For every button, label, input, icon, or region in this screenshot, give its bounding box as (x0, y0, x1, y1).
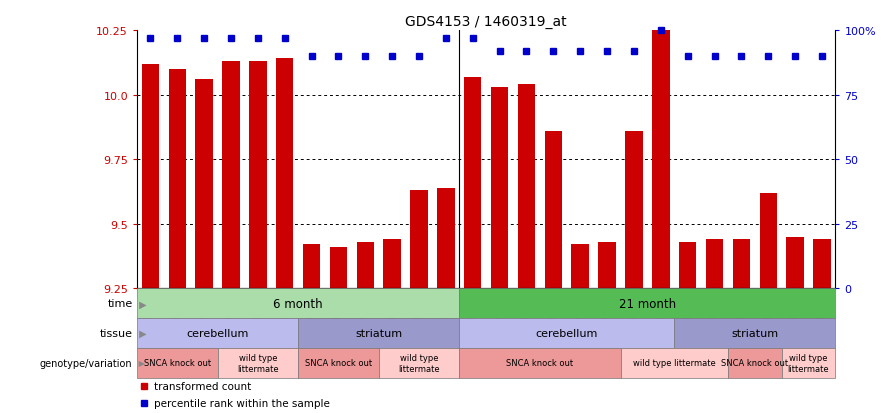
Bar (217, 348, 298, 378)
Bar (460, 318, 674, 348)
Text: percentile rank within the sample: percentile rank within the sample (155, 398, 331, 408)
Text: genotype/variation: genotype/variation (40, 358, 133, 368)
Bar (518, 85, 535, 289)
Bar (276, 59, 293, 289)
Bar (298, 348, 378, 378)
Text: wild type
littermate: wild type littermate (237, 354, 278, 373)
Bar (598, 242, 616, 289)
Bar (464, 77, 482, 289)
Text: cerebellum: cerebellum (536, 328, 598, 338)
Bar (625, 131, 643, 289)
Text: 6 month: 6 month (273, 297, 323, 310)
Bar (545, 131, 562, 289)
Bar (759, 193, 777, 289)
Bar (705, 240, 723, 289)
Text: ▶: ▶ (136, 299, 147, 309)
Text: ▶: ▶ (136, 358, 145, 368)
Bar (652, 31, 669, 289)
Bar (330, 247, 347, 289)
Text: SNCA knock out: SNCA knock out (721, 358, 789, 368)
Bar (378, 348, 460, 378)
Text: cerebellum: cerebellum (187, 328, 248, 338)
Bar (195, 80, 213, 289)
Bar (356, 242, 374, 289)
Bar (733, 240, 751, 289)
Bar (298, 318, 460, 348)
Bar (491, 88, 508, 289)
Bar (169, 70, 186, 289)
Text: tissue: tissue (100, 328, 133, 338)
Bar (813, 240, 831, 289)
Text: wild type littermate: wild type littermate (633, 358, 715, 368)
Bar (438, 188, 454, 289)
Bar (728, 348, 781, 378)
Bar (571, 245, 589, 289)
Text: wild type
littermate: wild type littermate (788, 354, 829, 373)
Bar (222, 62, 240, 289)
Text: 21 month: 21 month (619, 297, 676, 310)
Text: striatum: striatum (355, 328, 402, 338)
Text: ▶: ▶ (136, 328, 147, 338)
Bar (137, 318, 298, 348)
Text: time: time (107, 299, 133, 309)
Bar (460, 348, 621, 378)
Bar (787, 237, 804, 289)
Text: SNCA knock out: SNCA knock out (507, 358, 574, 368)
Bar (384, 240, 401, 289)
Bar (781, 348, 835, 378)
Text: striatum: striatum (731, 328, 779, 338)
Bar (674, 318, 835, 348)
Bar (410, 191, 428, 289)
Bar (137, 289, 460, 318)
Bar (141, 64, 159, 289)
Bar (303, 245, 320, 289)
Text: SNCA knock out: SNCA knock out (144, 358, 211, 368)
Bar (621, 348, 728, 378)
Text: transformed count: transformed count (155, 381, 252, 391)
Bar (137, 348, 217, 378)
Bar (679, 242, 697, 289)
Bar (460, 289, 835, 318)
Text: wild type
littermate: wild type littermate (398, 354, 440, 373)
Bar (249, 62, 267, 289)
Text: SNCA knock out: SNCA knock out (305, 358, 372, 368)
Title: GDS4153 / 1460319_at: GDS4153 / 1460319_at (406, 14, 567, 28)
